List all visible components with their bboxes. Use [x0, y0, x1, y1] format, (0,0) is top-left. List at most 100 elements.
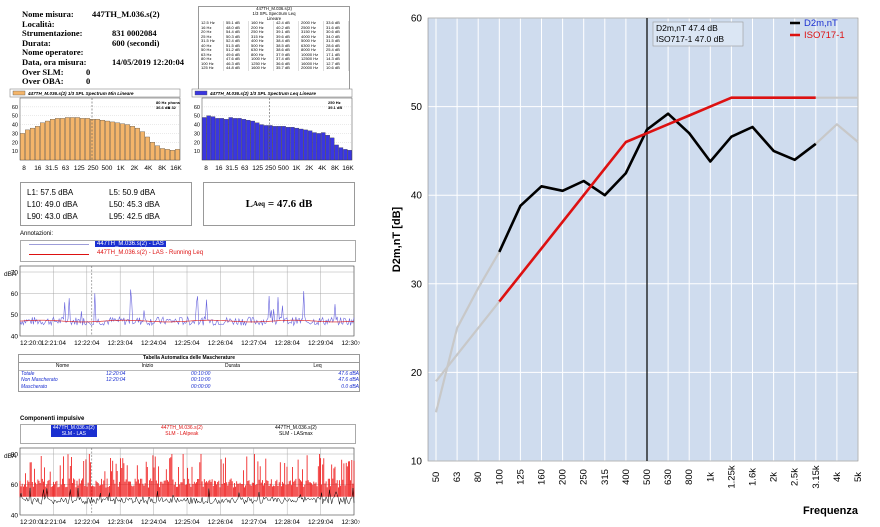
- time-xtick: 12:23:04: [108, 340, 134, 347]
- spectrum-bar: [303, 129, 308, 161]
- table-title: 447TH_M.036.s(2): [256, 6, 292, 11]
- time-xtick: 12:20:0: [20, 519, 42, 526]
- table-cell: 30.6 dB: [324, 30, 349, 35]
- iso717-series: [498, 96, 816, 303]
- spectrum-bar: [281, 126, 286, 161]
- table-cell: 36.6 dB: [274, 61, 299, 67]
- spectrum-bar: [100, 119, 105, 161]
- info-value: 600 (secondi): [112, 37, 160, 48]
- spectrum-bar: [307, 130, 313, 161]
- table-cell: 6300 Hz: [299, 43, 324, 49]
- time-ytick: 40: [11, 334, 19, 341]
- spectrum-xtick: 125: [252, 165, 263, 172]
- table-cell: 400 Hz: [249, 39, 274, 44]
- time-xtick: 12:27:04: [241, 519, 267, 526]
- table-cell: 125 Hz: [199, 66, 224, 71]
- spectrum-xtick: 4K: [144, 165, 153, 172]
- l95-stat: L95: 42.5 dBA: [109, 212, 160, 221]
- spectrum-bar: [299, 128, 304, 161]
- x-tick-label: 160: [537, 469, 548, 485]
- spectrum-bar: [140, 131, 145, 161]
- time-xtick: 12:21:04: [41, 519, 67, 526]
- spectrum-bar: [338, 147, 344, 161]
- table-row: 16 Hz 48.0 dB 200 Hz 40.2 dB 2500 Hz 31.6 dB: [199, 25, 349, 31]
- spectrum-leq-table: 447TH_M.036.s(2) 1/3 SPL Spectrum Leq Li…: [198, 6, 350, 91]
- spectrum-header: 447TH_M.036.s(2) 1/3 SPL Spectrum Leq Li…: [209, 91, 316, 96]
- time-xtick: 12:23:04: [108, 519, 134, 526]
- x-tick-label: 1k: [705, 472, 716, 482]
- x-axis-title: Frequenza: [803, 505, 859, 517]
- spectrum-header: 447TH_M.036.s(2) 1/3 SPL Spectrum Min Li…: [27, 91, 134, 96]
- table-subtitle-2: Lineare: [266, 15, 282, 21]
- mask-table: Tabella Automatica delle Mascherature No…: [18, 354, 360, 392]
- spectrum-xtick: 31.5: [225, 165, 238, 172]
- table-cell: 16000 Hz: [299, 61, 324, 67]
- iso717-series: [435, 300, 501, 382]
- table-row: 80 Hz 47.6 dB 1000 Hz 37.4 dB 12500 Hz 14.3 d…: [199, 57, 349, 62]
- table-cell: 35.7 dB: [274, 66, 299, 71]
- table-cell: 12.5 Hz: [199, 21, 224, 26]
- impulsive-legend: 447TH_M.036.s(2) SLM - LAS 447TH_M.036.s…: [20, 424, 356, 444]
- table-row: 100 Hz 46.3 dB 1250 Hz 36.6 dB 16000 Hz 12.7 …: [199, 61, 349, 67]
- spectrum-swatch: [194, 90, 208, 96]
- table-cell: 51.2 dB: [224, 48, 249, 53]
- spectrum-ytick: 10: [194, 149, 200, 155]
- spectrum-bar: [75, 117, 80, 161]
- info-label: Strumentazione:: [22, 28, 83, 39]
- legend-laipeak-name: 447TH_M.036.s(2): [161, 425, 203, 431]
- spectrum-bar: [259, 124, 264, 161]
- table-cell: 51.5 dB: [224, 43, 249, 49]
- table-cell: 31.6 dB: [324, 25, 349, 31]
- spectrum-xtick: 2K: [131, 165, 140, 172]
- spectrum-ytick: 30: [194, 131, 200, 137]
- spectrum-bar: [70, 117, 75, 161]
- laeq-result: L Aeq = 47.6 dB: [203, 182, 355, 226]
- value-readout-box: [652, 21, 744, 47]
- spectrum-ytick: 20: [194, 140, 200, 146]
- info-row: Durata: 600 (secondi): [22, 37, 184, 49]
- spectrum-bar: [150, 142, 155, 161]
- mask-cell: 12:20:04: [106, 370, 126, 377]
- info-row: Over SLM: 0: [22, 66, 184, 78]
- legend-las-2-param: SLM - LAS: [61, 431, 86, 437]
- table-cell: 1000 Hz: [249, 57, 274, 62]
- d2mnt-series: [815, 123, 859, 145]
- table-cell: 12.7 dB: [324, 61, 349, 67]
- spectrum-bar: [115, 122, 120, 161]
- spectrum-bar: [294, 127, 300, 161]
- info-value: 0: [86, 76, 91, 87]
- time-xtick: 12:28:04: [275, 519, 301, 526]
- spectrum-bar: [224, 119, 229, 161]
- legend-label: D2m,nT: [804, 18, 838, 29]
- time-xtick: 12:29:04: [308, 519, 334, 526]
- time-ytick: 60: [11, 291, 19, 298]
- spectrum-header-box: [9, 88, 181, 98]
- x-tick-label: 2.5k: [790, 468, 801, 486]
- x-tick-label: 500: [642, 469, 653, 485]
- x-tick-label: 2k: [769, 472, 780, 482]
- spectrum-bar: [219, 118, 225, 161]
- spectrum-note: 36.6 dB: [156, 105, 170, 110]
- spectrum-bar: [290, 127, 295, 161]
- spectrum-bar: [334, 144, 339, 161]
- legend-lasmax-param: SLM - LASmax: [279, 431, 313, 437]
- x-tick-label: 200: [558, 469, 569, 485]
- spectrum-xtick: 125: [74, 165, 85, 172]
- time-ytick: 50: [11, 312, 19, 319]
- mask-cell: 47.6 dBA: [338, 377, 359, 383]
- info-value: 0: [86, 66, 91, 77]
- x-tick-label: 3.15k: [811, 465, 822, 488]
- y-tick-label: 60: [411, 14, 423, 25]
- spectrum-bar: [130, 126, 135, 161]
- table-cell: 37.4 dB: [274, 57, 299, 62]
- info-label: Nome operatore:: [22, 47, 84, 58]
- d2mnt-chart: 50 63 80 100 125 160 200 250 315 400 500 630 800 1k 1.…: [372, 0, 880, 527]
- table-cell: 20000 Hz: [299, 66, 324, 71]
- x-tick-label: 630: [663, 469, 674, 485]
- table-cell: 8000 Hz: [299, 48, 324, 53]
- spectrum-bar: [175, 149, 180, 161]
- spectrum-xtick: 16: [215, 165, 223, 172]
- mask-cell: 00:00:00: [191, 383, 211, 390]
- spectrum-bar: [50, 119, 55, 161]
- table-cell: 315 Hz: [249, 34, 274, 40]
